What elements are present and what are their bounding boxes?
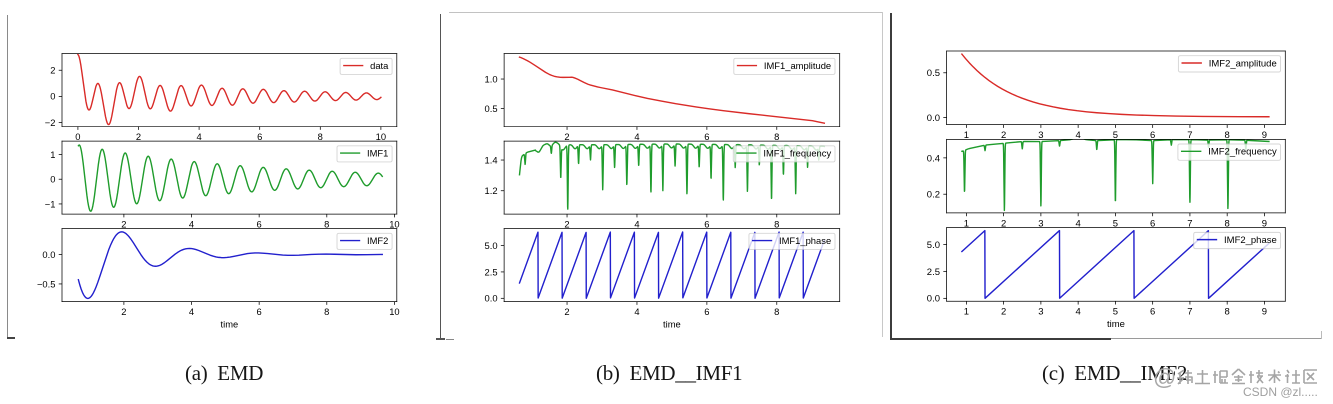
svg-text:0.0: 0.0 [927,294,940,305]
svg-text:IMF2_amplitude: IMF2_amplitude [1209,58,1277,69]
svg-text:1.0: 1.0 [484,74,497,84]
svg-text:9: 9 [1262,130,1267,141]
svg-text:9: 9 [1262,307,1267,318]
svg-text:0.5: 0.5 [484,104,497,114]
svg-text:0.0: 0.0 [42,250,55,260]
svg-text:2: 2 [121,219,126,229]
svg-text:8: 8 [774,307,779,317]
svg-text:1: 1 [964,130,969,141]
svg-text:8: 8 [1225,307,1230,318]
svg-text:0.4: 0.4 [927,153,940,164]
svg-text:6: 6 [1150,218,1155,229]
svg-text:6: 6 [704,132,709,142]
svg-text:IMF1: IMF1 [367,148,388,158]
svg-text:@: @ [1153,364,1176,390]
svg-text:0: 0 [75,132,80,142]
svg-text:4: 4 [189,219,194,229]
svg-text:10: 10 [389,219,399,229]
svg-text:5.0: 5.0 [927,240,940,251]
svg-text:data: data [370,61,389,71]
svg-text:IMF1_phase: IMF1_phase [779,236,831,246]
svg-text:6: 6 [704,307,709,317]
svg-text:8: 8 [318,132,323,142]
svg-text:9: 9 [1262,218,1267,229]
svg-text:IMF1_frequency: IMF1_frequency [763,148,831,158]
svg-text:0.0: 0.0 [927,113,940,124]
svg-text:3: 3 [1038,307,1043,318]
svg-text:2: 2 [564,219,569,229]
svg-text:8: 8 [324,307,329,317]
svg-text:6: 6 [257,307,262,317]
svg-text:8: 8 [324,219,329,229]
svg-text:2: 2 [1001,307,1006,318]
svg-text:2: 2 [50,66,55,76]
svg-text:4: 4 [634,307,639,317]
svg-text:0.2: 0.2 [927,190,940,201]
svg-text:2: 2 [564,132,569,142]
svg-text:−2: −2 [45,118,56,128]
svg-text:4: 4 [634,132,639,142]
svg-text:6: 6 [1150,307,1155,318]
svg-text:4: 4 [1076,130,1081,141]
svg-text:4: 4 [189,307,194,317]
svg-text:4: 4 [1076,307,1081,318]
svg-text:−1: −1 [45,199,56,209]
svg-text:7: 7 [1187,307,1192,318]
svg-text:10: 10 [376,132,386,142]
svg-text:6: 6 [704,219,709,229]
svg-text:4: 4 [1076,218,1081,229]
svg-text:8: 8 [1225,130,1230,141]
svg-text:8: 8 [774,132,779,142]
svg-text:1: 1 [964,218,969,229]
svg-text:8: 8 [774,219,779,229]
svg-text:IMF2: IMF2 [367,236,388,246]
svg-text:3: 3 [1038,130,1043,141]
svg-text:IMF2_phase: IMF2_phase [1224,235,1277,246]
svg-text:8: 8 [1225,218,1230,229]
svg-text:0.5: 0.5 [927,68,940,79]
svg-text:IMF1_amplitude: IMF1_amplitude [764,61,831,71]
svg-text:4: 4 [196,132,201,142]
svg-text:5.0: 5.0 [484,241,497,251]
svg-text:1.2: 1.2 [484,186,497,196]
svg-text:2: 2 [1001,218,1006,229]
svg-text:6: 6 [257,219,262,229]
svg-text:2: 2 [564,307,569,317]
svg-text:6: 6 [257,132,262,142]
svg-text:5: 5 [1113,218,1118,229]
svg-text:3: 3 [1038,218,1043,229]
svg-text:2: 2 [121,307,126,317]
svg-text:7: 7 [1187,130,1192,141]
svg-text:IMF2_frequency: IMF2_frequency [1208,147,1277,158]
svg-text:5: 5 [1113,307,1118,318]
svg-text:0.0: 0.0 [484,294,497,304]
svg-text:0: 0 [50,175,55,185]
svg-text:1: 1 [964,307,969,318]
svg-text:2: 2 [136,132,141,142]
svg-text:2: 2 [1001,130,1006,141]
svg-text:5: 5 [1113,130,1118,141]
svg-text:2.5: 2.5 [484,267,497,277]
svg-text:6: 6 [1150,130,1155,141]
svg-text:−0.5: −0.5 [37,279,55,289]
svg-text:time: time [663,319,681,329]
svg-text:time: time [1107,319,1125,330]
svg-text:1: 1 [50,150,55,160]
svg-text:2.5: 2.5 [927,267,940,278]
svg-text:0: 0 [50,92,55,102]
svg-text:7: 7 [1187,218,1192,229]
svg-text:10: 10 [389,307,399,317]
svg-text:4: 4 [634,219,639,229]
svg-text:time: time [221,319,239,329]
svg-text:1.4: 1.4 [484,155,497,165]
